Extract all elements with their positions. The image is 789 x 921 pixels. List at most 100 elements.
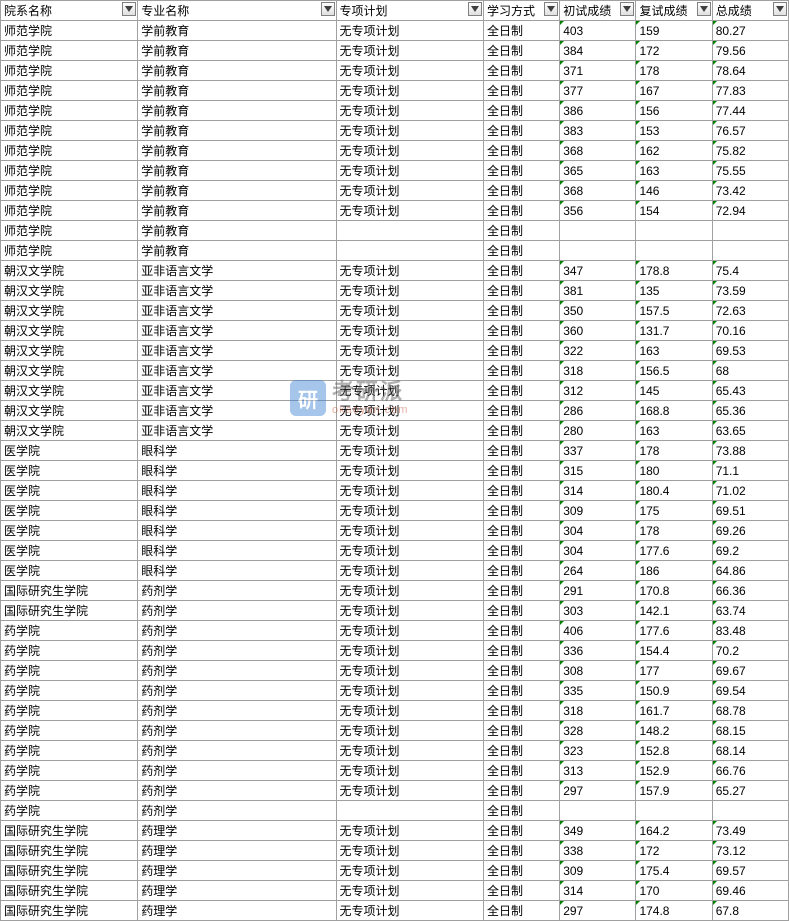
cell-s2: 163 [636,421,712,441]
table-row: 医学院眼科学无专项计划全日制26418664.86 [1,561,789,581]
cell-mode: 全日制 [483,561,559,581]
filter-dropdown-icon[interactable] [620,2,634,16]
cell-total: 83.48 [712,621,788,641]
cell-major: 亚非语言文学 [138,401,336,421]
cell-s1: 406 [560,621,636,641]
cell-dept: 药学院 [1,801,138,821]
cell-s2: 162 [636,141,712,161]
cell-total: 75.4 [712,261,788,281]
cell-major: 药剂学 [138,621,336,641]
cell-s2: 186 [636,561,712,581]
table-row: 医学院眼科学无专项计划全日制304177.669.2 [1,541,789,561]
cell-total: 68.15 [712,721,788,741]
cell-s2: 180 [636,461,712,481]
cell-dept: 药学院 [1,721,138,741]
cell-total: 75.55 [712,161,788,181]
column-header-dept: 院系名称 [1,1,138,21]
cell-plan: 无专项计划 [336,161,483,181]
cell-s1: 365 [560,161,636,181]
cell-total: 69.54 [712,681,788,701]
cell-total: 69.57 [712,861,788,881]
cell-mode: 全日制 [483,321,559,341]
filter-dropdown-icon[interactable] [773,2,787,16]
cell-dept: 国际研究生学院 [1,581,138,601]
cell-total: 63.74 [712,601,788,621]
cell-plan [336,241,483,261]
cell-s1: 309 [560,501,636,521]
filter-dropdown-icon[interactable] [468,2,482,16]
cell-total: 65.43 [712,381,788,401]
cell-mode: 全日制 [483,621,559,641]
filter-dropdown-icon[interactable] [122,2,136,16]
cell-s2: 148.2 [636,721,712,741]
cell-dept: 国际研究生学院 [1,881,138,901]
cell-total: 64.86 [712,561,788,581]
cell-total: 70.16 [712,321,788,341]
cell-mode: 全日制 [483,641,559,661]
cell-s1: 318 [560,701,636,721]
cell-major: 药剂学 [138,781,336,801]
cell-plan: 无专项计划 [336,641,483,661]
cell-s1: 312 [560,381,636,401]
column-header-total: 总成绩 [712,1,788,21]
table-body: 师范学院学前教育无专项计划全日制40315980.27师范学院学前教育无专项计划… [1,21,789,921]
table-row: 朝汉文学院亚非语言文学无专项计划全日制31214565.43 [1,381,789,401]
cell-plan: 无专项计划 [336,21,483,41]
cell-s2: 157.5 [636,301,712,321]
cell-s1: 368 [560,181,636,201]
cell-s2: 168.8 [636,401,712,421]
column-label: 初试成绩 [563,4,611,18]
cell-mode: 全日制 [483,341,559,361]
cell-mode: 全日制 [483,721,559,741]
cell-s1: 297 [560,781,636,801]
cell-major: 眼科学 [138,561,336,581]
cell-major: 学前教育 [138,241,336,261]
cell-major: 药剂学 [138,581,336,601]
cell-plan: 无专项计划 [336,761,483,781]
table-row: 朝汉文学院亚非语言文学无专项计划全日制32216369.53 [1,341,789,361]
filter-dropdown-icon[interactable] [544,2,558,16]
cell-mode: 全日制 [483,501,559,521]
table-row: 朝汉文学院亚非语言文学无专项计划全日制360131.770.16 [1,321,789,341]
cell-s2: 164.2 [636,821,712,841]
cell-dept: 师范学院 [1,121,138,141]
cell-s1: 347 [560,261,636,281]
cell-major: 亚非语言文学 [138,321,336,341]
cell-total [712,241,788,261]
cell-total: 66.76 [712,761,788,781]
cell-s2: 154 [636,201,712,221]
cell-total: 68.14 [712,741,788,761]
cell-dept: 朝汉文学院 [1,341,138,361]
cell-s2: 172 [636,41,712,61]
cell-s2: 152.8 [636,741,712,761]
cell-s2: 163 [636,161,712,181]
cell-total: 77.44 [712,101,788,121]
cell-mode: 全日制 [483,781,559,801]
cell-dept: 朝汉文学院 [1,361,138,381]
cell-s2: 145 [636,381,712,401]
cell-mode: 全日制 [483,901,559,921]
cell-total: 67.8 [712,901,788,921]
table-row: 朝汉文学院亚非语言文学无专项计划全日制286168.865.36 [1,401,789,421]
cell-total: 65.27 [712,781,788,801]
cell-total [712,801,788,821]
table-row: 药学院药剂学无专项计划全日制30817769.67 [1,661,789,681]
cell-mode: 全日制 [483,661,559,681]
cell-s2: 152.9 [636,761,712,781]
cell-major: 亚非语言文学 [138,341,336,361]
cell-dept: 国际研究生学院 [1,601,138,621]
cell-s2: 172 [636,841,712,861]
table-row: 药学院药剂学无专项计划全日制318161.768.78 [1,701,789,721]
cell-plan: 无专项计划 [336,681,483,701]
cell-total: 80.27 [712,21,788,41]
cell-major: 学前教育 [138,21,336,41]
cell-plan: 无专项计划 [336,901,483,921]
table-row: 药学院药剂学无专项计划全日制335150.969.54 [1,681,789,701]
cell-mode: 全日制 [483,881,559,901]
cell-mode: 全日制 [483,521,559,541]
filter-dropdown-icon[interactable] [697,2,711,16]
cell-s1: 308 [560,661,636,681]
filter-dropdown-icon[interactable] [321,2,335,16]
table-row: 朝汉文学院亚非语言文学无专项计划全日制38113573.59 [1,281,789,301]
cell-plan: 无专项计划 [336,841,483,861]
